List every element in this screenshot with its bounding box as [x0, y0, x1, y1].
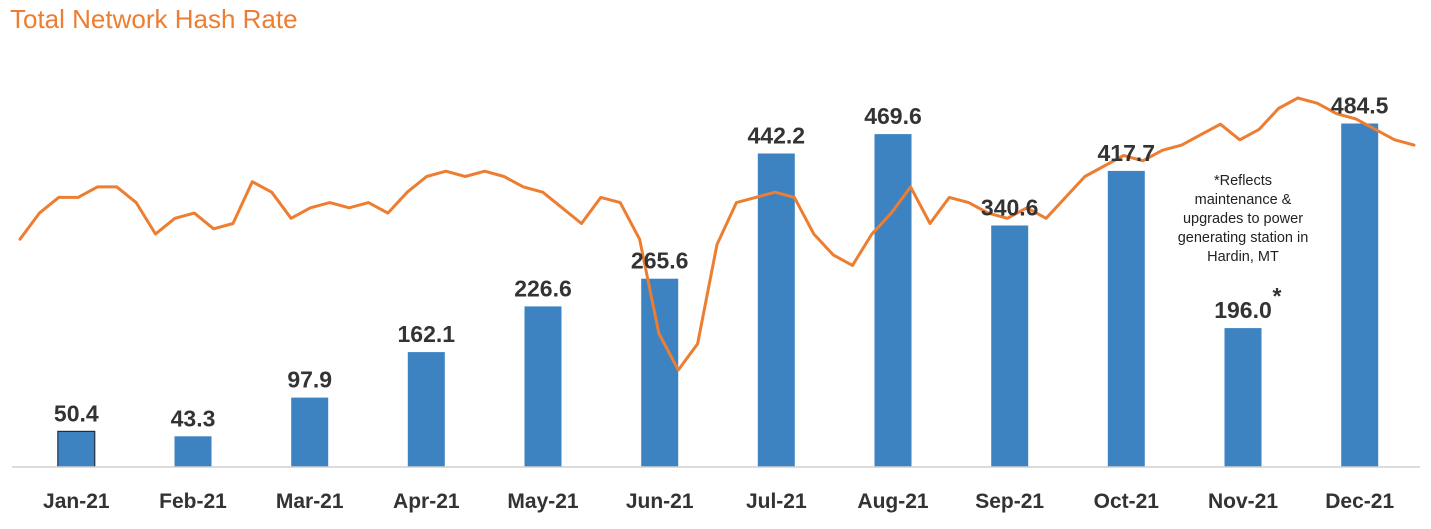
x-tick-label-jun-21: Jun-21 [626, 490, 694, 513]
annotation-asterisk: * [1273, 283, 1282, 309]
bar-jul-21 [757, 153, 795, 467]
x-tick-label-dec-21: Dec-21 [1325, 490, 1394, 513]
labels-layer: 50.4 Jan-21 43.3 Feb-21 97.9 Mar-21 162.1 Apr-2… [43, 93, 1394, 514]
bar-may-21 [524, 306, 562, 467]
bars-layer [57, 123, 1379, 468]
annotation-line: generating station in [1178, 230, 1309, 246]
bar-aug-21 [874, 134, 912, 467]
bar-jan-21 [57, 430, 96, 468]
x-tick-label-jul-21: Jul-21 [746, 490, 807, 513]
x-tick-label-feb-21: Feb-21 [159, 490, 227, 513]
x-tick-label-aug-21: Aug-21 [857, 490, 928, 513]
value-label-dec-21: 484.5 [1331, 93, 1389, 119]
annotation-line: upgrades to power [1183, 211, 1303, 227]
value-label-oct-21: 417.7 [1098, 140, 1156, 166]
x-tick-label-may-21: May-21 [507, 490, 579, 513]
annotation-note: * *Reflects maintenance & upgrades to power… [1178, 173, 1309, 309]
bar-nov-21 [1224, 328, 1262, 467]
x-tick-label-sep-21: Sep-21 [975, 490, 1044, 513]
value-label-jul-21: 442.2 [748, 123, 806, 149]
hash-rate-line [18, 96, 1416, 372]
value-label-nov-21: 196.0 [1214, 297, 1272, 323]
bar-dec-21 [1341, 123, 1379, 467]
bar-sep-21 [991, 225, 1029, 467]
x-tick-label-jan-21: Jan-21 [43, 490, 110, 513]
bar-feb-21 [174, 436, 212, 467]
value-label-apr-21: 162.1 [398, 321, 456, 347]
x-tick-label-apr-21: Apr-21 [393, 490, 460, 513]
annotation-line: maintenance & [1195, 192, 1292, 208]
bar-jun-21 [641, 278, 679, 467]
bar-apr-21 [407, 352, 445, 467]
value-label-jun-21: 265.6 [631, 248, 689, 274]
x-tick-label-oct-21: Oct-21 [1094, 490, 1160, 513]
x-tick-label-mar-21: Mar-21 [276, 490, 344, 513]
value-label-aug-21: 469.6 [864, 103, 922, 129]
bar-oct-21 [1107, 170, 1145, 467]
annotation-line: Hardin, MT [1207, 249, 1279, 265]
value-label-mar-21: 97.9 [287, 367, 332, 393]
value-label-sep-21: 340.6 [981, 195, 1039, 221]
line-layer [18, 96, 1416, 372]
chart-title: Total Network Hash Rate [10, 4, 298, 34]
annotation-line: *Reflects [1214, 173, 1272, 189]
value-label-may-21: 226.6 [514, 275, 572, 301]
x-tick-label-nov-21: Nov-21 [1208, 490, 1278, 513]
bar-mar-21 [291, 397, 329, 467]
value-label-feb-21: 43.3 [171, 405, 216, 431]
value-label-jan-21: 50.4 [54, 400, 99, 426]
